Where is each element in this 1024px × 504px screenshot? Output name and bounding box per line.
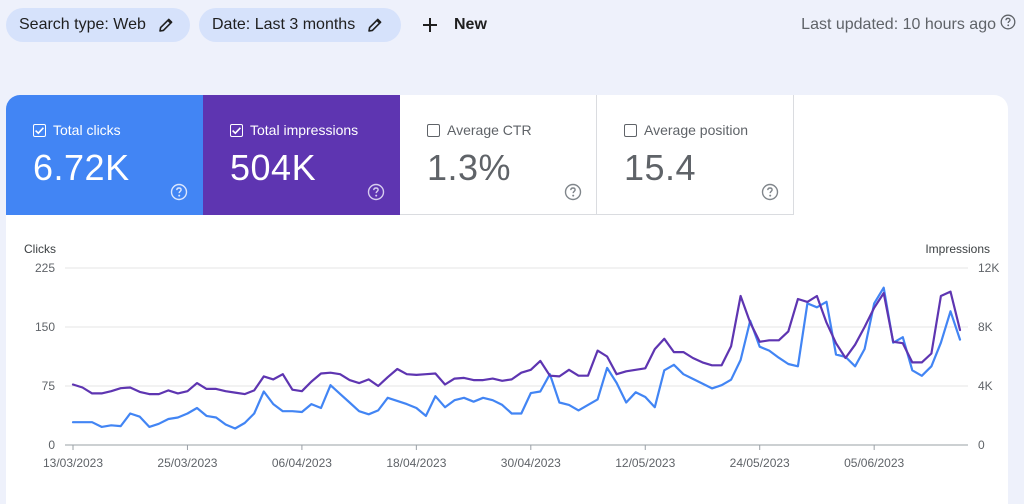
average-position-label: Average position <box>644 122 749 138</box>
x-tick-label: 30/04/2023 <box>501 456 561 470</box>
help-icon[interactable] <box>170 183 188 201</box>
search-type-chip-label: Search type: Web <box>19 16 146 33</box>
pencil-icon[interactable] <box>367 17 383 33</box>
x-tick-label: 12/05/2023 <box>615 456 675 470</box>
total-impressions-label: Total impressions <box>250 122 359 138</box>
right-tick-label: 4K <box>978 379 993 393</box>
performance-chart[interactable]: 0 0 75 4K 150 8K 225 12K Clicks Impressions 13/03/… <box>6 235 1008 504</box>
average-ctr-card[interactable]: Average CTR 1.3% <box>400 95 597 215</box>
x-tick-label: 13/03/2023 <box>43 456 103 470</box>
total-impressions-label-row: Total impressions <box>230 122 358 138</box>
left-tick-label: 75 <box>42 379 56 393</box>
left-tick-label: 0 <box>48 438 55 452</box>
average-ctr-label-row: Average CTR <box>427 122 532 138</box>
pencil-icon[interactable] <box>158 17 174 33</box>
help-icon[interactable] <box>564 183 582 201</box>
help-icon[interactable] <box>761 183 779 201</box>
left-tick-label: 225 <box>35 261 55 275</box>
checkbox-unchecked-icon[interactable] <box>427 123 440 137</box>
average-position-label-row: Average position <box>624 122 748 138</box>
checkbox-checked-icon[interactable] <box>230 123 243 137</box>
date-range-chip-label: Date: Last 3 months <box>212 16 356 33</box>
last-updated: Last updated: 10 hours ago <box>801 14 1016 35</box>
average-position-card[interactable]: Average position 15.4 <box>597 95 794 215</box>
total-clicks-value: 6.72K <box>33 147 130 188</box>
x-tick-label: 05/06/2023 <box>844 456 904 470</box>
help-icon[interactable] <box>367 183 385 201</box>
total-clicks-label-row: Total clicks <box>33 122 121 138</box>
x-tick-label: 24/05/2023 <box>730 456 790 470</box>
left-axis-title: Clicks <box>24 242 56 256</box>
x-tick-label: 06/04/2023 <box>272 456 332 470</box>
new-filter-label: New <box>454 16 487 33</box>
total-clicks-label: Total clicks <box>53 122 121 138</box>
new-filter-button[interactable]: New <box>420 8 487 42</box>
total-impressions-value: 504K <box>230 147 317 188</box>
x-tick-label: 25/03/2023 <box>157 456 217 470</box>
right-tick-label: 12K <box>978 261 999 275</box>
checkbox-checked-icon[interactable] <box>33 123 46 137</box>
help-icon[interactable] <box>1000 14 1016 35</box>
total-clicks-card[interactable]: Total clicks 6.72K <box>6 95 203 215</box>
average-position-value: 15.4 <box>624 147 697 188</box>
right-tick-label: 0 <box>978 438 985 452</box>
left-tick-label: 150 <box>35 320 55 334</box>
performance-panel: Total clicks 6.72K Total impressions 504… <box>6 95 1008 504</box>
metric-cards: Total clicks 6.72K Total impressions 504… <box>6 95 796 215</box>
checkbox-unchecked-icon[interactable] <box>624 123 637 137</box>
impressions-series-line <box>71 290 962 396</box>
average-ctr-value: 1.3% <box>427 147 512 188</box>
total-impressions-card[interactable]: Total impressions 504K <box>203 95 400 215</box>
x-tick-label: 18/04/2023 <box>386 456 446 470</box>
right-axis-title: Impressions <box>925 242 990 256</box>
top-bar: Search type: Web Date: Last 3 months New… <box>0 0 1024 50</box>
right-tick-label: 8K <box>978 320 993 334</box>
plus-icon <box>420 15 440 35</box>
last-updated-text: Last updated: 10 hours ago <box>801 15 996 33</box>
average-ctr-label: Average CTR <box>447 122 532 138</box>
search-type-chip[interactable]: Search type: Web <box>6 8 190 42</box>
date-range-chip[interactable]: Date: Last 3 months <box>199 8 401 42</box>
clicks-series-line <box>71 286 962 430</box>
